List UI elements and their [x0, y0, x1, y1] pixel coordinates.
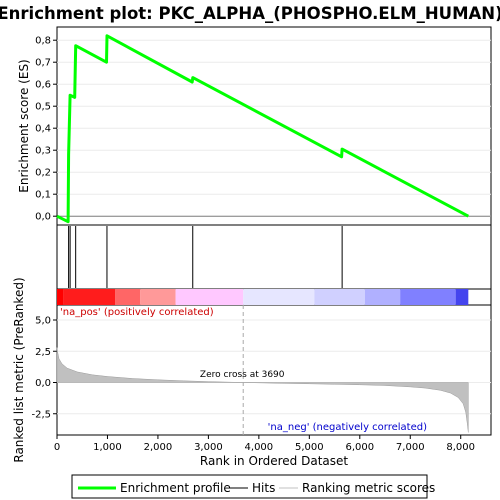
positive-label: 'na_pos' (positively correlated) [60, 307, 214, 318]
hits-panel [56, 224, 492, 290]
heatmap-segment [314, 289, 365, 305]
heatmap-segment [57, 289, 64, 305]
x-tick-label: 3,000 [194, 442, 223, 453]
es-y-tick-label: 0,8 [35, 36, 51, 47]
es-y-tick-label: 0,5 [35, 102, 51, 113]
metric-y-tick-label: -2,5 [31, 409, 51, 420]
legend-metric-label: Ranking metric scores [302, 481, 435, 495]
x-tick-label: 4,000 [245, 442, 274, 453]
x-axis-label: Rank in Ordered Dataset [200, 454, 348, 468]
x-tick-label: 0 [54, 442, 60, 453]
zero-cross-label: Zero cross at 3690 [200, 370, 285, 380]
es-y-tick-label: 0,0 [35, 212, 51, 223]
negative-label: 'na_neg' (negatively correlated) [268, 422, 427, 433]
es-y-label: Enrichment score (ES) [17, 59, 31, 192]
heatmap-segment [115, 289, 141, 305]
hits [68, 226, 343, 288]
legend-box [71, 474, 428, 499]
es-y-tick-label: 0,1 [35, 190, 51, 201]
es-panel [56, 26, 492, 226]
legend-hits-label: Hits [252, 481, 275, 495]
es-y-tick-label: 0,7 [35, 58, 51, 69]
heatmap-segment [455, 289, 469, 305]
legend-enrichment-label: Enrichment profile [120, 481, 231, 495]
x-tick-label: 8,000 [446, 442, 475, 453]
heatmap-segment [400, 289, 456, 305]
es-y-tick-label: 0,6 [35, 80, 51, 91]
rank-x-axis: 0 1,000 2,000 3,000 4,000 5,000 6,000 7,000 8,00… [54, 435, 475, 453]
rank-heatmap [57, 289, 469, 305]
enrichment-profile-line [56, 34, 470, 224]
x-tick-label: 7,000 [396, 442, 425, 453]
x-tick-label: 1,000 [93, 442, 122, 453]
heatmap-segment [243, 289, 315, 305]
legend: Enrichment profile Hits Ranking metric s… [71, 474, 435, 499]
es-y-tick-label: 0,2 [35, 168, 51, 179]
es-y-axis: 0,0 0,1 0,2 0,3 0,4 0,5 0,6 0,7 0,8 [35, 36, 57, 223]
heatmap-segment [364, 289, 401, 305]
heatmap-segment [175, 289, 244, 305]
heatmap-segment [63, 289, 116, 305]
es-y-tick-label: 0,3 [35, 146, 51, 157]
metric-y-tick-label: 2,5 [35, 347, 51, 358]
x-tick-label: 6,000 [345, 442, 374, 453]
metric-y-label: Ranked list metric (PreRanked) [12, 277, 26, 462]
metric-y-tick-label: 0,0 [35, 378, 51, 389]
es-y-tick-label: 0,4 [35, 124, 51, 135]
metric-y-axis: -2,5 0,0 2,5 5,0 [31, 316, 57, 420]
heatmap-segment [140, 289, 176, 305]
chart-title: Enrichment plot: PKC_ALPHA_(PHOSPHO.ELM_… [0, 4, 500, 23]
ranking-metric-area [56, 347, 469, 433]
x-tick-label: 5,000 [295, 442, 324, 453]
metric-y-tick-label: 5,0 [35, 316, 51, 327]
x-tick-label: 2,000 [144, 442, 173, 453]
